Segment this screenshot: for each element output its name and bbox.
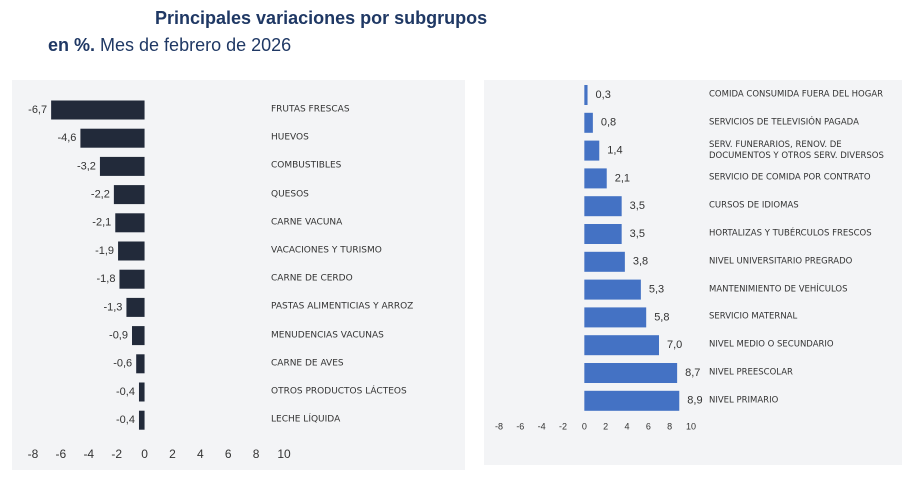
x-tick-label: 0 (582, 421, 587, 431)
title: Principales variaciones por subgrupos (155, 8, 488, 28)
value-label: -2,1 (92, 217, 111, 229)
value-label: 3,5 (630, 200, 645, 212)
x-tick-label: 4 (197, 447, 204, 461)
value-label: -1,3 (103, 301, 122, 313)
value-label: 5,3 (649, 284, 664, 296)
x-tick-label: 4 (624, 421, 629, 431)
value-label: -3,2 (77, 160, 96, 172)
subtitle: en %. Mes de febrero de 2026 (48, 35, 291, 56)
category-label: COMIDA CONSUMIDA FUERA DEL HOGAR (709, 89, 884, 100)
category-label: NIVEL PREESCOLAR (709, 367, 793, 378)
category-label: CARNE DE CERDO (271, 273, 353, 284)
bar (99, 156, 145, 176)
x-tick-label: -6 (56, 447, 67, 461)
category-label: SERV. FUNERARIOS, RENOV. DE DOCUMENTOS Y… (709, 139, 884, 161)
value-label: 3,8 (633, 256, 648, 268)
x-tick-label: 2 (603, 421, 608, 431)
bar (138, 382, 145, 402)
x-tick-label: -8 (28, 447, 39, 461)
category-label: HUEVOS (271, 132, 309, 143)
x-tick-label: -4 (83, 447, 94, 461)
bar (584, 140, 600, 161)
category-label: VACACIONES Y TURISMO (271, 245, 382, 256)
category-label: SERVICIOS DE TELEVISIÓN PAGADA (709, 117, 859, 128)
bar (584, 112, 593, 133)
bar (51, 100, 145, 120)
value-label: -0,4 (116, 414, 135, 426)
category-label: QUESOS (271, 189, 309, 200)
category-label: NIVEL PRIMARIO (709, 395, 779, 406)
x-tick-label: -8 (495, 421, 503, 431)
x-tick-label: 6 (646, 421, 651, 431)
category-label: CARNE VACUNA (271, 217, 343, 228)
x-tick-label: -2 (559, 421, 567, 431)
subtitle-text: Mes de febrero de 2026 (100, 35, 292, 55)
x-tick-label: -6 (516, 421, 524, 431)
bar (115, 213, 145, 233)
value-label: 8,9 (687, 395, 702, 407)
bar (584, 85, 588, 105)
bar (584, 390, 680, 411)
x-tick-label: 0 (141, 447, 148, 461)
value-label: -0,9 (109, 330, 128, 342)
category-label: FRUTAS FRESCAS (271, 104, 350, 115)
bar (113, 185, 145, 205)
bar (584, 196, 622, 217)
panel (484, 80, 902, 465)
value-label: 1,4 (607, 145, 622, 157)
bar (584, 335, 659, 356)
value-label: -6,7 (28, 104, 47, 116)
category-label: PASTAS ALIMENTICIAS Y ARROZ (271, 301, 414, 312)
category-label: OTROS PRODUCTOS LÁCTEOS (271, 386, 407, 397)
x-tick-label: 10 (686, 421, 696, 431)
x-tick-label: -2 (111, 447, 122, 461)
bar (119, 269, 145, 289)
category-label: CURSOS DE IDIOMAS (709, 200, 799, 211)
bar (132, 326, 145, 346)
bar (584, 251, 625, 272)
value-label: -1,9 (95, 245, 114, 257)
bar (138, 410, 145, 430)
x-tick-label: 8 (667, 421, 672, 431)
bar (584, 279, 641, 300)
value-label: 0,3 (596, 89, 611, 101)
value-label: -4,6 (57, 132, 76, 144)
bar (584, 168, 607, 189)
category-label: SERVICIO MATERNAL (709, 311, 798, 322)
bar (118, 241, 145, 261)
value-label: 2,1 (615, 172, 630, 184)
category-label: HORTALIZAS Y TUBÉRCULOS FRESCOS (709, 228, 872, 239)
category-label: NIVEL UNIVERSITARIO PREGRADO (709, 256, 853, 267)
value-label: -0,4 (116, 386, 135, 398)
x-tick-label: 8 (253, 447, 260, 461)
value-label: -1,8 (96, 273, 115, 285)
x-tick-label: 2 (169, 447, 176, 461)
category-label: COMBUSTIBLES (271, 160, 342, 171)
subtitle-bold: en %. (48, 35, 96, 55)
value-label: 7,0 (667, 339, 682, 351)
category-label: MENUDENCIAS VACUNAS (271, 330, 384, 341)
value-label: 8,7 (685, 367, 700, 379)
category-label: LECHE LÍQUIDA (271, 414, 341, 425)
value-label: -2,2 (91, 189, 110, 201)
bar (126, 297, 145, 317)
category-label: SERVICIO DE COMIDA POR CONTRATO (709, 172, 871, 183)
bar (136, 354, 145, 374)
category-label: NIVEL MEDIO O SECUNDARIO (709, 339, 834, 350)
category-label: CARNE DE AVES (271, 358, 344, 369)
bar (584, 307, 647, 328)
x-tick-label: 6 (225, 447, 232, 461)
bar (80, 128, 145, 148)
value-label: -0,6 (113, 358, 132, 370)
value-label: 5,8 (654, 311, 669, 323)
value-label: 3,5 (630, 228, 645, 240)
value-label: 0,8 (601, 117, 616, 129)
bar (584, 363, 678, 383)
category-label: MANTENIMIENTO DE VEHÍCULOS (709, 284, 848, 295)
bar (584, 224, 622, 244)
x-tick-label: 10 (277, 447, 291, 461)
x-tick-label: -4 (538, 421, 546, 431)
